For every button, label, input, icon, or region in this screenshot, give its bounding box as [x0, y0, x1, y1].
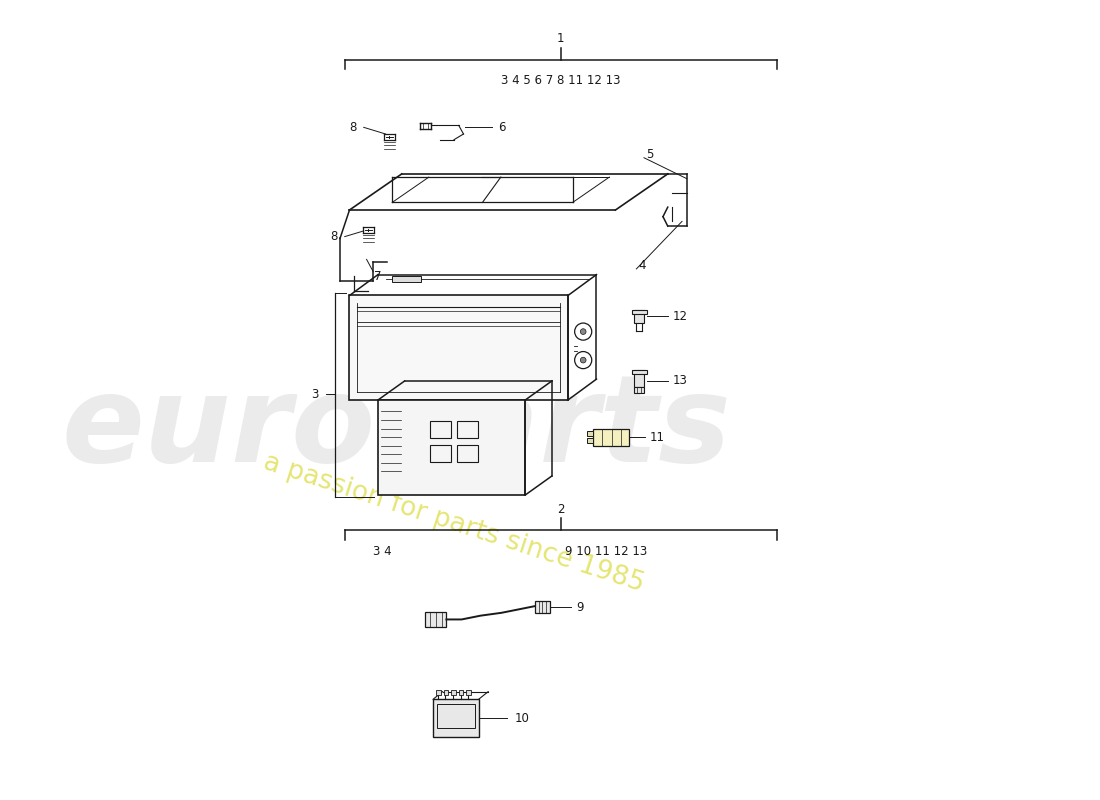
Bar [631, 370, 647, 374]
Bar [430, 421, 451, 438]
Text: 1: 1 [557, 33, 564, 46]
Text: 7: 7 [374, 270, 382, 283]
Bar [635, 310, 643, 323]
Text: 3 4: 3 4 [373, 545, 392, 558]
Bar [635, 386, 643, 394]
Bar [443, 690, 449, 694]
Bar [587, 438, 593, 442]
Text: 5: 5 [646, 148, 653, 162]
Bar [426, 612, 447, 627]
Bar [437, 704, 475, 728]
Text: 8: 8 [331, 230, 338, 243]
Circle shape [581, 358, 586, 363]
Text: 10: 10 [515, 712, 530, 725]
Bar [631, 310, 647, 314]
Bar [430, 445, 451, 462]
Text: 3: 3 [311, 388, 318, 401]
Text: 6: 6 [497, 121, 505, 134]
Text: 9 10 11 12 13: 9 10 11 12 13 [565, 545, 647, 558]
Text: 13: 13 [672, 374, 688, 387]
Text: 9: 9 [576, 601, 584, 614]
Bar [593, 429, 629, 446]
Text: 12: 12 [672, 310, 688, 323]
Bar [535, 602, 550, 613]
Bar [456, 421, 477, 438]
Bar [456, 445, 477, 462]
Text: 2: 2 [557, 502, 564, 516]
Text: 4: 4 [638, 258, 646, 271]
Text: 11: 11 [650, 430, 664, 443]
Bar [587, 431, 593, 436]
Circle shape [581, 329, 586, 334]
Bar [451, 690, 455, 694]
Text: euroParts: euroParts [62, 370, 732, 487]
Bar [433, 699, 478, 738]
Text: 8: 8 [350, 121, 358, 134]
Bar [378, 400, 525, 495]
Bar [466, 690, 471, 694]
Bar [393, 277, 420, 282]
Bar [459, 690, 463, 694]
Bar [635, 370, 643, 386]
Text: 3 4 5 6 7 8 11 12 13: 3 4 5 6 7 8 11 12 13 [502, 74, 620, 87]
Bar [436, 690, 441, 694]
Bar [350, 295, 568, 400]
Text: a passion for parts since 1985: a passion for parts since 1985 [261, 450, 648, 598]
